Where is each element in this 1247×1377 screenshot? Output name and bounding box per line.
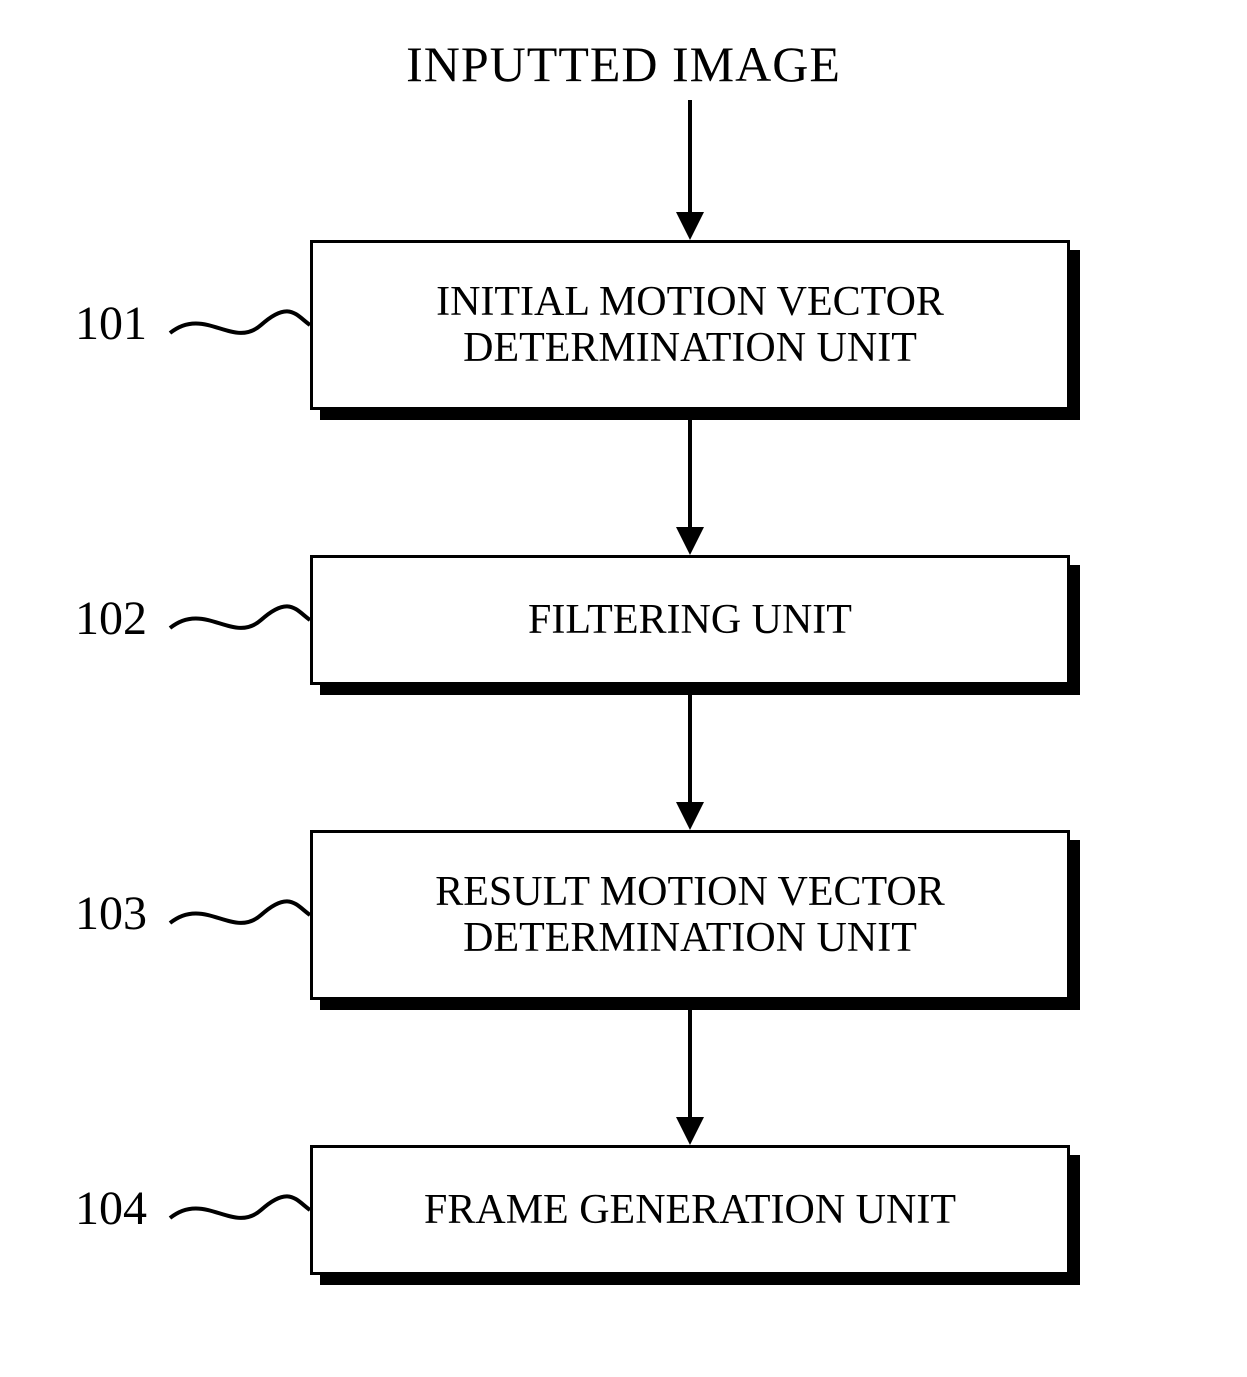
input-label: INPUTTED IMAGE — [0, 35, 1247, 93]
box-104-label: FRAME GENERATION UNIT — [424, 1187, 956, 1233]
box-shadow-bottom — [320, 1000, 1080, 1010]
lead-line-104 — [170, 1180, 310, 1240]
ref-103: 103 — [75, 886, 147, 941]
box-shadow-right — [1070, 565, 1080, 695]
ref-104: 104 — [75, 1181, 147, 1236]
arrow-head-2 — [676, 802, 704, 830]
box-103: RESULT MOTION VECTOR DETERMINATION UNIT — [310, 830, 1070, 1000]
box-shadow-right — [1070, 840, 1080, 1010]
arrow-line-0 — [688, 100, 692, 212]
lead-line-103 — [170, 885, 310, 945]
arrow-head-1 — [676, 527, 704, 555]
lead-line-102 — [170, 590, 310, 650]
box-shadow-right — [1070, 250, 1080, 420]
box-shadow-bottom — [320, 685, 1080, 695]
arrow-head-0 — [676, 212, 704, 240]
ref-102: 102 — [75, 591, 147, 646]
diagram-canvas: INPUTTED IMAGE INITIAL MOTION VECTOR DETE… — [0, 0, 1247, 1377]
arrow-line-3 — [688, 1000, 692, 1117]
box-shadow-bottom — [320, 1275, 1080, 1285]
ref-101: 101 — [75, 296, 147, 351]
lead-line-101 — [170, 295, 310, 355]
box-101-label: INITIAL MOTION VECTOR DETERMINATION UNIT — [436, 279, 944, 371]
box-101: INITIAL MOTION VECTOR DETERMINATION UNIT — [310, 240, 1070, 410]
arrow-line-2 — [688, 685, 692, 802]
box-104: FRAME GENERATION UNIT — [310, 1145, 1070, 1275]
box-102-label: FILTERING UNIT — [528, 597, 852, 643]
box-103-label: RESULT MOTION VECTOR DETERMINATION UNIT — [435, 869, 945, 961]
box-shadow-right — [1070, 1155, 1080, 1285]
box-102: FILTERING UNIT — [310, 555, 1070, 685]
box-shadow-bottom — [320, 410, 1080, 420]
arrow-head-3 — [676, 1117, 704, 1145]
arrow-line-1 — [688, 410, 692, 527]
